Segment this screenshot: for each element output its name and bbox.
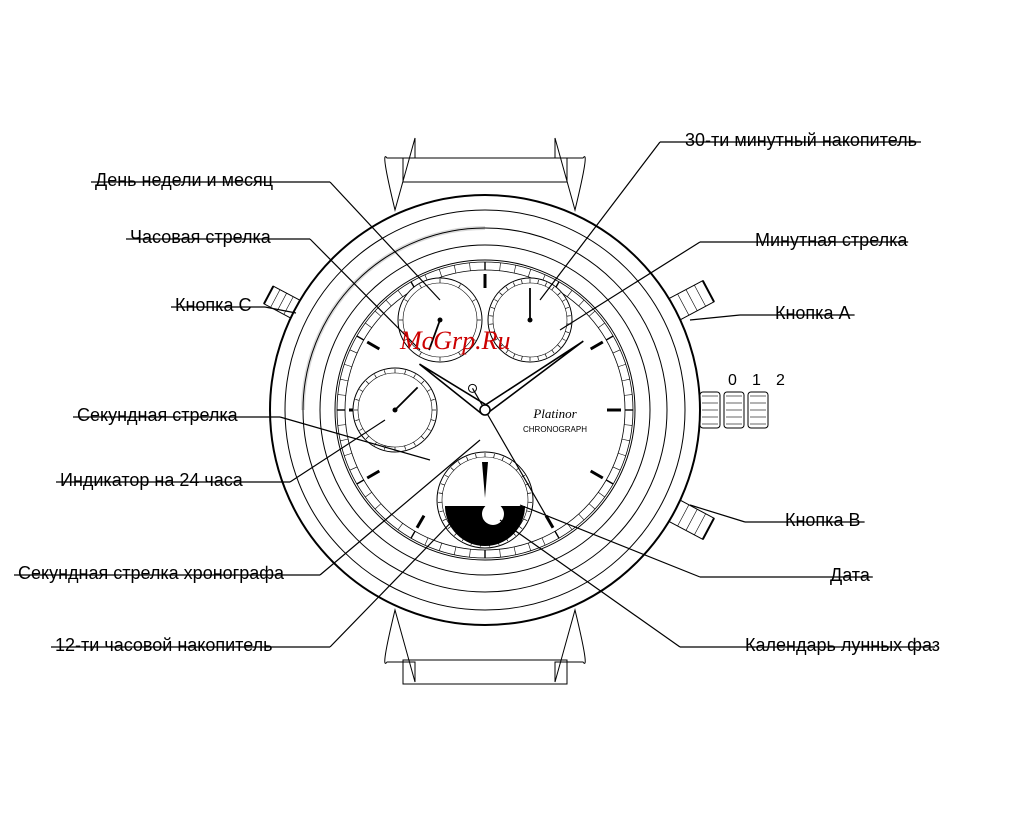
label-minute-hand: Минутная стрелка (755, 230, 907, 251)
label-second-hand: Секундная стрелка (77, 405, 238, 426)
crown-pos-1: 1 (752, 372, 761, 390)
label-date: Дата (830, 565, 870, 586)
crown-pos-2: 2 (776, 372, 785, 390)
label-button-c: Кнопка С (175, 295, 251, 316)
svg-text:Platinor: Platinor (532, 406, 577, 421)
label-button-b: Кнопка В (785, 510, 860, 531)
svg-text:CHRONOGRAPH: CHRONOGRAPH (523, 425, 587, 434)
label-chrono-sec: Секундная стрелка хронографа (18, 563, 284, 584)
label-day-month: День недели и месяц (95, 170, 273, 191)
label-button-a: Кнопка А (775, 303, 850, 324)
label-hour-hand: Часовая стрелка (130, 227, 271, 248)
label-twelve-hr: 12-ти часовой накопитель (55, 635, 273, 656)
label-thirty-min: 30-ти минутный накопитель (685, 130, 917, 151)
label-ind24: Индикатор на 24 часа (60, 470, 243, 491)
label-moon: Календарь лунных фаз (745, 635, 940, 656)
crown-pos-0: 0 (728, 372, 737, 390)
